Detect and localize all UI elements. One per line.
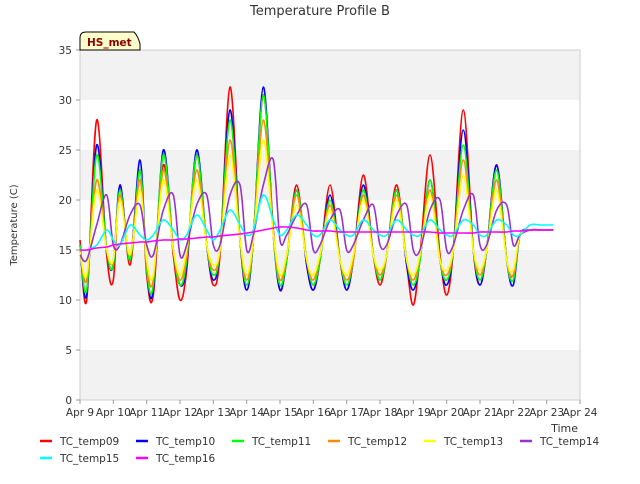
legend-label: TC_temp12 (347, 436, 407, 448)
series-line-TC_temp15 (79, 194, 554, 252)
x-tick-label: Apr 14 (229, 407, 264, 419)
x-tick-label: Apr 9 (66, 407, 94, 419)
series-line-TC_temp16 (79, 226, 554, 251)
legend-label: TC_temp11 (251, 436, 311, 448)
x-tick-label: Apr 24 (563, 407, 598, 419)
series-line-TC_temp13 (79, 139, 554, 282)
legend-item-TC_temp15: TC_temp15 (40, 453, 119, 465)
y-tick-label: 0 (65, 395, 72, 407)
legend-label: TC_temp10 (155, 436, 215, 448)
y-tick-label: 35 (59, 45, 72, 57)
grid-band (80, 350, 580, 400)
grid-band (80, 50, 580, 100)
legend-item-TC_temp12: TC_temp12 (328, 436, 407, 448)
legend-label: TC_temp14 (539, 436, 600, 448)
grid-bands (80, 50, 580, 400)
y-tick-label: 15 (59, 245, 72, 257)
chart-title: Temperature Profile B (249, 4, 390, 19)
legend: TC_temp09 TC_temp10 TC_temp11 TC_temp12 TC_t… (40, 436, 600, 465)
x-tick-label: Apr 11 (129, 407, 164, 419)
grid-band (80, 150, 580, 200)
legend-item-TC_temp13: TC_temp13 (424, 436, 503, 448)
y-tick-label: 30 (59, 95, 72, 107)
legend-item-TC_temp11: TC_temp11 (232, 436, 311, 448)
site-badge: HS_met (79, 31, 141, 51)
x-tick-label: Apr 18 (363, 407, 398, 419)
y-tick-label: 10 (59, 295, 72, 307)
y-tick-label: 5 (65, 345, 72, 357)
y-axis-ticks: 0 5 10 15 20 25 30 35 (59, 45, 80, 407)
legend-item-TC_temp14: TC_temp14 (520, 436, 600, 448)
legend-label: TC_temp15 (59, 453, 119, 465)
legend-label: TC_temp13 (443, 436, 503, 448)
series-line-TC_temp14 (79, 157, 554, 263)
x-tick-label: Apr 23 (529, 407, 564, 419)
y-tick-label: 25 (59, 145, 72, 157)
x-tick-label: Apr 19 (396, 407, 431, 419)
x-tick-label: Apr 10 (96, 407, 131, 419)
y-axis-label: Temperature (C) (9, 184, 20, 266)
y-tick-label: 20 (59, 195, 72, 207)
legend-label: TC_temp16 (155, 453, 216, 465)
series-lines (79, 86, 554, 306)
x-tick-label: Apr 13 (196, 407, 231, 419)
legend-item-TC_temp10: TC_temp10 (136, 436, 215, 448)
x-tick-label: Apr 12 (163, 407, 198, 419)
plot-frame (79, 49, 581, 401)
site-badge-label: HS_met (87, 37, 132, 49)
legend-item-TC_temp16: TC_temp16 (136, 453, 216, 465)
legend-label: TC_temp09 (59, 436, 119, 448)
x-tick-label: Apr 17 (329, 407, 364, 419)
x-tick-label: Apr 22 (496, 407, 531, 419)
x-axis-label: Time (550, 422, 578, 435)
x-tick-label: Apr 16 (296, 407, 331, 419)
grid-band (80, 250, 580, 300)
x-tick-label: Apr 21 (463, 407, 498, 419)
legend-item-TC_temp09: TC_temp09 (40, 436, 119, 448)
x-tick-label: Apr 20 (429, 407, 464, 419)
x-tick-label: Apr 15 (263, 407, 298, 419)
